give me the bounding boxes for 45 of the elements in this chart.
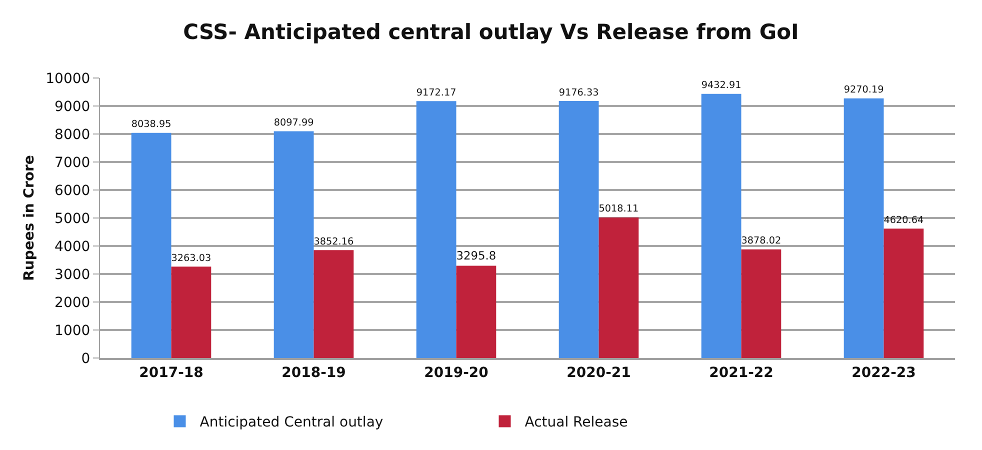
data-label: 3263.03 [171, 252, 212, 264]
data-label: 3852.16 [314, 236, 354, 248]
bar [844, 98, 884, 358]
y-tick-label: 10000 [46, 70, 90, 87]
bar [456, 266, 496, 358]
x-tick-label: 2021-22 [709, 364, 774, 381]
x-tick-label: 2018-19 [282, 364, 346, 381]
y-tick-label: 4000 [54, 238, 90, 255]
bar [416, 101, 456, 358]
y-tick-label: 9000 [54, 98, 90, 115]
y-tick-label: 2000 [54, 294, 90, 311]
data-label: 9270.19 [844, 84, 884, 96]
y-axis-title: Rupees in Crore [21, 155, 38, 281]
bar [558, 101, 599, 358]
chart-title: CSS- Anticipated central outlay Vs Release from GoI [183, 20, 799, 44]
bar [314, 250, 354, 358]
y-tick-label: 0 [81, 350, 90, 367]
data-label: 3295.8 [456, 248, 496, 262]
data-label: 3878.02 [741, 236, 782, 247]
y-tick-label: 7000 [54, 154, 90, 171]
bar [701, 94, 742, 358]
x-tick-label: 2020-21 [566, 364, 631, 381]
bar [171, 266, 212, 358]
data-label: 4620.64 [884, 214, 924, 226]
data-label: 9172.17 [416, 87, 456, 98]
data-label: 8038.95 [131, 119, 172, 130]
data-label: 9176.33 [558, 87, 599, 98]
data-label: 5018.11 [598, 204, 639, 215]
y-tick-label: 5000 [54, 210, 90, 227]
y-tick-label: 8000 [54, 126, 90, 143]
bar [131, 132, 172, 358]
bar [274, 131, 314, 358]
y-tick-label: 3000 [54, 266, 90, 283]
y-tick-label: 6000 [54, 182, 90, 199]
x-tick-label: 2017-18 [139, 364, 204, 381]
data-label: 9432.91 [701, 80, 742, 92]
bar [741, 249, 782, 358]
bar [884, 228, 924, 358]
x-tick-label: 2019-20 [424, 364, 489, 381]
x-tick-label: 2022-23 [852, 364, 916, 381]
data-label: 8097.99 [274, 118, 314, 129]
bar [598, 217, 639, 358]
legend-label: Anticipated Central outlay [200, 414, 384, 431]
y-tick-label: 1000 [54, 322, 90, 339]
legend-label: Actual Release [524, 414, 628, 431]
